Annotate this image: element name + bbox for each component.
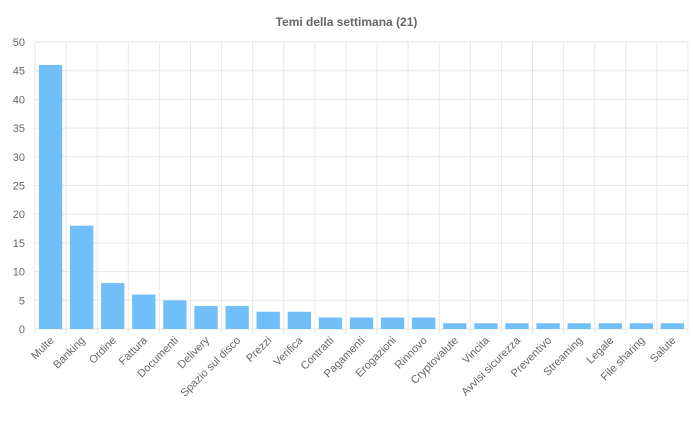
grid-layer — [34, 41, 689, 334]
y-tick-label: 45 — [13, 66, 25, 78]
y-tick-label: 25 — [13, 181, 25, 193]
bar-rinnovo[interactable] — [412, 317, 436, 329]
bar-salute[interactable] — [660, 323, 685, 329]
bar-avvisi-sicurezza[interactable] — [505, 323, 529, 329]
bar-contratti[interactable] — [318, 317, 343, 329]
bar-legale[interactable] — [598, 323, 622, 329]
x-tick-label: Ordine — [87, 335, 119, 367]
x-tick-label: Prezzi — [244, 335, 274, 365]
bar-streaming[interactable] — [567, 323, 591, 329]
bar-pagamenti[interactable] — [349, 317, 374, 329]
bar-spazio-sul-disco[interactable] — [225, 306, 249, 329]
bar-layer — [38, 64, 685, 330]
y-tick-label: 20 — [13, 209, 25, 221]
x-tick-label: Salute — [648, 335, 679, 366]
bar-documenti[interactable] — [163, 300, 187, 329]
y-axis-ticks: 0 5 10 15 20 25 30 35 40 45 50 — [13, 37, 25, 336]
y-tick-label: 15 — [13, 238, 25, 250]
x-tick-label: Multe — [29, 335, 57, 363]
bar-preventivo[interactable] — [536, 323, 560, 329]
bar-erogazioni[interactable] — [380, 317, 405, 329]
y-tick-label: 10 — [13, 267, 25, 279]
bar-delivery[interactable] — [194, 306, 218, 329]
bar-ordine[interactable] — [101, 283, 125, 329]
bar-verifica[interactable] — [287, 311, 311, 329]
y-tick-label: 5 — [19, 295, 25, 307]
y-tick-label: 35 — [13, 123, 25, 135]
bar-cryptovalute[interactable] — [443, 323, 467, 329]
y-tick-label: 0 — [19, 324, 25, 336]
y-tick-label: 50 — [13, 37, 25, 49]
y-tick-label: 30 — [13, 152, 25, 164]
bar-vincita[interactable] — [474, 323, 498, 329]
y-tick-label: 40 — [13, 94, 25, 106]
bar-multe[interactable] — [38, 64, 63, 330]
x-tick-label: Banking — [51, 335, 88, 372]
bar-prezzi[interactable] — [256, 311, 280, 329]
bar-banking[interactable] — [69, 225, 94, 329]
bar-fattura[interactable] — [132, 294, 156, 329]
bar-file-sharing[interactable] — [629, 323, 654, 329]
chart-title: Temi della settimana (21) — [275, 15, 418, 29]
